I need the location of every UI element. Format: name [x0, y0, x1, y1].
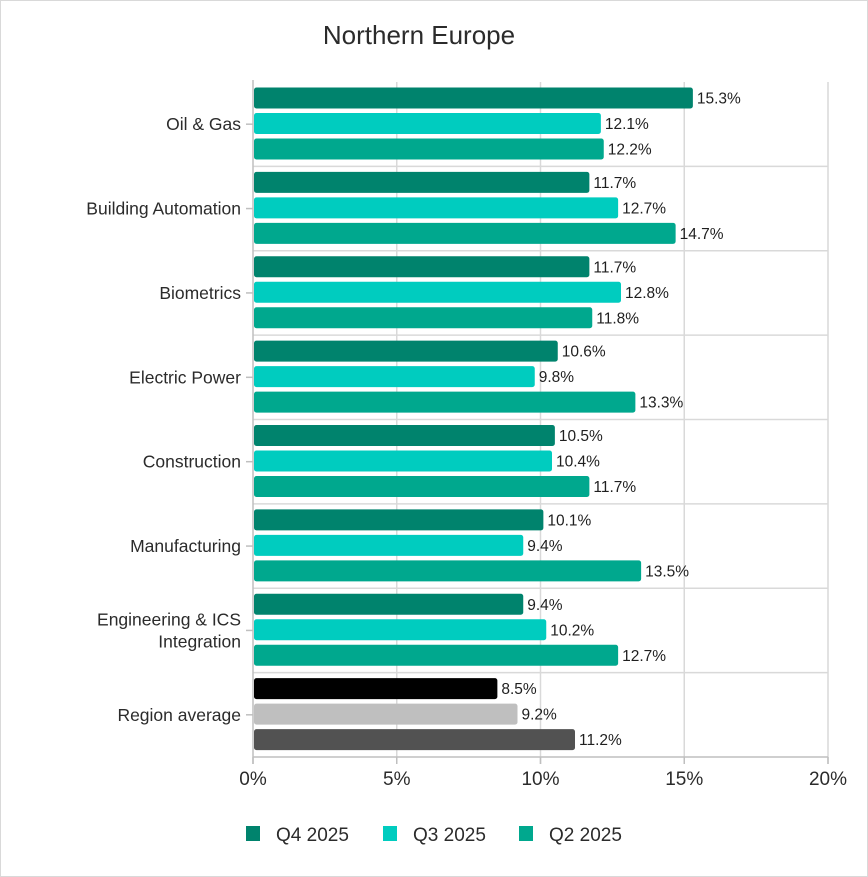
bar: [254, 619, 547, 641]
legend-label: Q4 2025: [276, 825, 349, 846]
legend-label: Q2 2025: [549, 825, 622, 846]
category-label: Construction: [143, 452, 241, 472]
category-label-line: Integration: [158, 631, 241, 651]
value-label: 12.7%: [622, 648, 666, 665]
value-label: 9.4%: [527, 538, 563, 555]
bar: [254, 222, 676, 244]
x-tick-label: 5%: [383, 769, 411, 790]
bar: [254, 366, 535, 388]
value-label: 11.7%: [593, 175, 636, 192]
value-label: 11.7%: [593, 479, 636, 496]
category-label-line: Region average: [117, 705, 241, 725]
value-label: 10.5%: [559, 428, 603, 445]
value-label: 10.6%: [562, 344, 606, 361]
category-label-line: Engineering & ICS: [97, 609, 241, 629]
category-group: 11.7% 12.7% 14.7%: [254, 171, 724, 244]
value-label: 12.7%: [622, 200, 666, 217]
category-label: Region average: [117, 705, 241, 725]
category-label-line: Oil & Gas: [166, 114, 241, 134]
value-label: 13.5%: [645, 563, 689, 580]
legend-label: Q3 2025: [413, 825, 486, 846]
bars: 15.3% 12.1% 12.2% 11.7% 12.7% 14.7% 11.7% 12.8%…: [254, 87, 741, 751]
value-label: 10.4%: [556, 454, 600, 471]
value-label: 12.2%: [608, 142, 652, 159]
category-label-line: Building Automation: [86, 199, 241, 219]
category-label: Manufacturing: [130, 536, 241, 556]
bar: [254, 87, 693, 109]
bar: [254, 281, 621, 303]
category-label: Building Automation: [86, 199, 241, 219]
bar: [254, 476, 590, 497]
chart-title: Northern Europe: [323, 20, 515, 50]
value-label: 13.3%: [639, 395, 683, 412]
x-tick-label: 0%: [239, 769, 267, 790]
legend: Q4 2025 Q3 2025 Q2 2025: [246, 825, 622, 846]
x-tick-label: 20%: [809, 769, 847, 790]
bar: [254, 113, 601, 134]
axes: Oil & Gas Building Automation Biometrics El…: [86, 80, 847, 790]
value-label: 11.7%: [593, 259, 636, 276]
category-label-line: Construction: [143, 452, 241, 472]
category-group: 11.7% 12.8% 11.8%: [254, 256, 669, 329]
value-label: 14.7%: [680, 226, 724, 243]
value-label: 9.2%: [522, 707, 558, 724]
legend-swatch: [246, 826, 260, 841]
value-label: 9.8%: [539, 369, 575, 386]
bar: [254, 729, 575, 751]
value-label: 12.1%: [605, 116, 649, 133]
category-label-line: Biometrics: [159, 283, 241, 303]
bar: [254, 340, 558, 362]
category-group: 9.4% 10.2% 12.7%: [254, 593, 666, 666]
value-label: 10.2%: [550, 622, 594, 639]
bar: [254, 425, 555, 446]
legend-swatch: [383, 826, 397, 841]
category-group: 15.3% 12.1% 12.2%: [254, 87, 741, 160]
bar: [254, 678, 498, 700]
bar: [254, 391, 636, 413]
category-label: Electric Power: [129, 367, 241, 387]
value-label: 15.3%: [697, 91, 741, 108]
value-label: 11.2%: [579, 732, 622, 749]
bar: [254, 138, 604, 160]
category-label-line: Electric Power: [129, 367, 241, 387]
bar: [254, 593, 524, 615]
x-tick-label: 10%: [521, 769, 559, 790]
bar: [254, 703, 518, 725]
bar: [254, 450, 552, 472]
legend-item[interactable]: Q2 2025: [519, 825, 622, 846]
legend-item[interactable]: Q3 2025: [383, 825, 486, 846]
bar: [254, 307, 593, 329]
category-label-line: Manufacturing: [130, 536, 241, 556]
bar: [254, 560, 642, 582]
category-group: 10.5% 10.4% 11.7%: [254, 425, 636, 497]
x-tick-label: 15%: [665, 769, 703, 790]
value-label: 11.8%: [596, 310, 639, 327]
category-label: Oil & Gas: [166, 114, 241, 134]
category-label: Engineering & ICS Integration: [97, 609, 241, 651]
bar: [254, 509, 544, 531]
bar: [254, 197, 619, 219]
bar: [254, 256, 590, 278]
category-group: 10.1% 9.4% 13.5%: [254, 509, 689, 582]
bar: [254, 644, 619, 666]
bar: [254, 171, 590, 193]
value-label: 8.5%: [501, 681, 537, 698]
category-group: 10.6% 9.8% 13.3%: [254, 340, 684, 413]
bar: [254, 534, 524, 556]
legend-item[interactable]: Q4 2025: [246, 825, 349, 846]
category-label: Biometrics: [159, 283, 241, 303]
value-label: 12.8%: [625, 285, 669, 302]
value-label: 10.1%: [547, 512, 591, 529]
legend-swatch: [519, 826, 533, 841]
category-group: 8.5% 9.2% 11.2%: [254, 678, 622, 751]
value-label: 9.4%: [527, 597, 563, 614]
